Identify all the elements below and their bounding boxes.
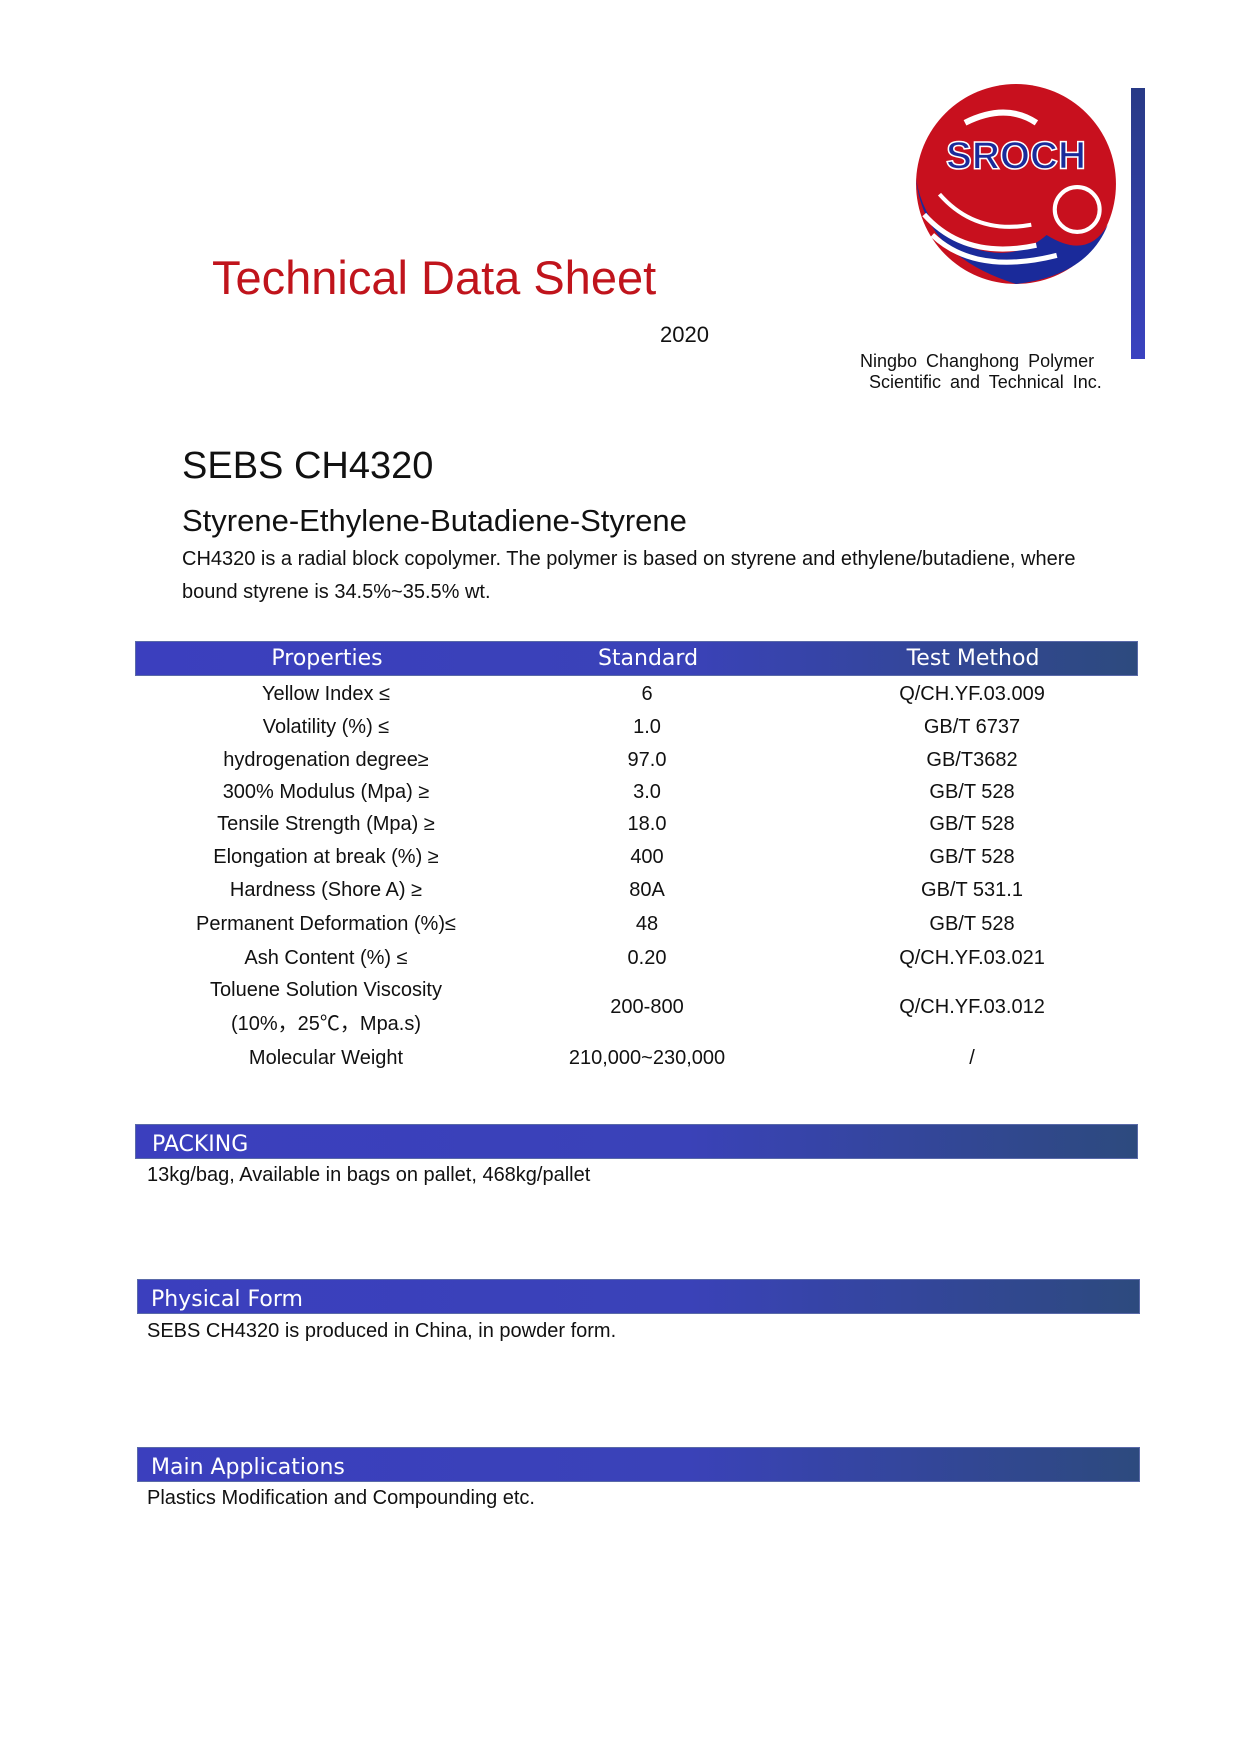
header-standard: Standard — [597, 646, 699, 671]
sroch-logo: SROCH — [916, 84, 1116, 284]
product-name: SEBS CH4320 — [182, 445, 434, 487]
main-applications-header: Main Applications — [137, 1447, 1140, 1482]
packing-title: PACKING — [152, 1132, 249, 1157]
cell-property: hydrogenation degree≥ — [223, 749, 429, 771]
cell-standard: 97.0 — [627, 749, 667, 771]
cell-test-method: Q/CH.YF.03.012 — [899, 996, 1045, 1018]
cell-test-method: / — [969, 1047, 975, 1069]
cell-test-method: GB/T 528 — [929, 913, 1015, 935]
company-line-2: Scientific and Technical Inc. — [869, 372, 1102, 392]
cell-standard: 6 — [641, 683, 653, 705]
cell-standard: 200-800 — [610, 996, 684, 1018]
main-applications-title: Main Applications — [151, 1455, 345, 1480]
cell-property: Permanent Deformation (%)≤ — [196, 913, 456, 935]
cell-test-method: GB/T 6737 — [923, 716, 1021, 738]
cell-standard: 1.0 — [633, 716, 661, 738]
physical-form-text: SEBS CH4320 is produced in China, in pow… — [147, 1320, 617, 1342]
product-subtitle: Styrene-Ethylene-Butadiene-Styrene — [182, 503, 687, 538]
physical-form-title: Physical Form — [151, 1287, 303, 1312]
document-title: Technical Data Sheet — [212, 251, 657, 304]
table-header: Properties Standard Test Method — [135, 641, 1138, 676]
cell-property: Hardness (Shore A) ≥ — [229, 879, 423, 901]
header-properties: Properties — [271, 646, 383, 671]
product-description: CH4320 is a radial block copolymer. The … — [182, 548, 1076, 603]
cell-property: Elongation at break (%) ≥ — [213, 846, 439, 868]
cell-property: Volatility (%) ≤ — [262, 716, 390, 738]
cell-standard: 210,000~230,000 — [568, 1047, 726, 1069]
accent-bar — [1131, 88, 1145, 359]
main-applications-text: Plastics Modification and Compounding et… — [147, 1487, 535, 1509]
company-name: Ningbo Changhong Polymer Scientific and … — [860, 351, 1102, 393]
cell-standard: 0.20 — [627, 947, 667, 969]
header-test-method: Test Method — [906, 646, 1040, 671]
cell-property: 300% Modulus (Mpa) ≥ — [222, 781, 430, 803]
physical-form-header: Physical Form — [137, 1279, 1140, 1314]
cell-property: Tensile Strength (Mpa) ≥ — [217, 813, 435, 835]
cell-test-method: Q/CH.YF.03.009 — [899, 683, 1045, 705]
company-line-1: Ningbo Changhong Polymer — [860, 351, 1095, 371]
cell-test-method: GB/T 528 — [929, 813, 1015, 835]
cell-standard: 80A — [629, 879, 665, 901]
cell-property: Ash Content (%) ≤ — [244, 947, 408, 969]
cell-property: Molecular Weight — [248, 1047, 404, 1069]
cell-property: Toluene Solution Viscosity (10%，25℃，Mpa.… — [210, 979, 442, 1035]
cell-standard: 400 — [630, 846, 664, 868]
cell-standard: 3.0 — [633, 781, 661, 803]
svg-text:SROCH: SROCH — [946, 135, 1086, 178]
cell-test-method: Q/CH.YF.03.021 — [899, 947, 1045, 969]
document-year: 2020 — [660, 322, 709, 347]
cell-test-method: GB/T 531.1 — [921, 879, 1023, 901]
packing-text: 13kg/bag, Available in bags on pallet, 4… — [147, 1164, 591, 1186]
packing-header: PACKING — [135, 1124, 1138, 1159]
cell-test-method: GB/T 528 — [929, 846, 1015, 868]
cell-standard: 48 — [635, 913, 659, 935]
cell-property: Yellow Index ≤ — [261, 683, 391, 705]
cell-test-method: GB/T 528 — [929, 781, 1015, 803]
cell-test-method: GB/T3682 — [926, 749, 1018, 771]
cell-standard: 18.0 — [627, 813, 667, 835]
